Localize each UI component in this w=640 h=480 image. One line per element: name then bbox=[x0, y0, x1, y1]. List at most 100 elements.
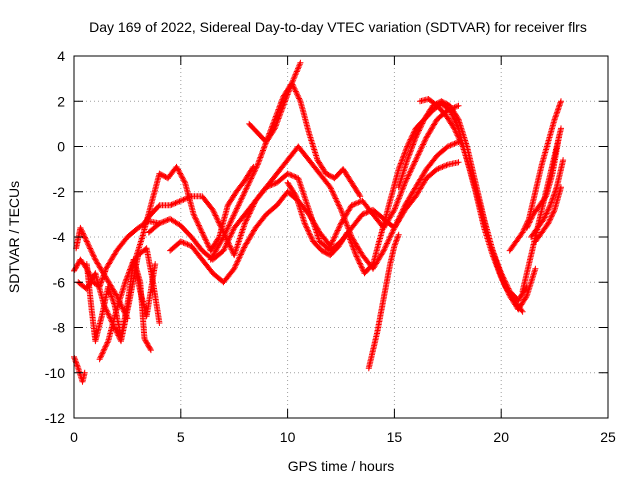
data-point bbox=[522, 290, 524, 292]
data-point bbox=[415, 127, 417, 129]
data-point bbox=[180, 200, 182, 202]
y-tick-label: -4 bbox=[53, 229, 66, 245]
data-point bbox=[158, 222, 160, 224]
data-point bbox=[154, 263, 156, 265]
data-point bbox=[389, 263, 391, 265]
data-point bbox=[141, 225, 143, 227]
data-point bbox=[560, 100, 562, 102]
data-point bbox=[351, 182, 353, 184]
data-point bbox=[355, 254, 357, 256]
data-point bbox=[415, 136, 417, 138]
data-point bbox=[319, 173, 321, 175]
data-point bbox=[398, 186, 400, 188]
data-point bbox=[385, 286, 387, 288]
data-point bbox=[223, 281, 225, 283]
data-point bbox=[515, 241, 517, 243]
data-point bbox=[77, 367, 79, 369]
data-point bbox=[381, 308, 383, 310]
data-point bbox=[537, 227, 539, 229]
data-point bbox=[528, 263, 530, 265]
data-point bbox=[543, 218, 545, 220]
data-point bbox=[372, 268, 374, 270]
data-point bbox=[334, 177, 336, 179]
data-point bbox=[244, 222, 246, 224]
data-point bbox=[551, 173, 553, 175]
data-point bbox=[351, 204, 353, 206]
x-tick-label: 5 bbox=[177, 429, 185, 445]
data-point bbox=[276, 173, 278, 175]
data-point bbox=[372, 213, 374, 215]
x-tick-label: 20 bbox=[493, 429, 509, 445]
data-point bbox=[522, 231, 524, 233]
data-point bbox=[212, 209, 214, 211]
data-point bbox=[86, 263, 88, 265]
data-point bbox=[105, 268, 107, 270]
data-point bbox=[363, 272, 365, 274]
data-point bbox=[265, 213, 267, 215]
data-point bbox=[94, 259, 96, 261]
data-point bbox=[389, 200, 391, 202]
data-point bbox=[513, 299, 515, 301]
data-point bbox=[522, 311, 524, 313]
data-point bbox=[210, 259, 212, 261]
data-point bbox=[428, 98, 430, 100]
data-point bbox=[304, 222, 306, 224]
data-point bbox=[233, 268, 235, 270]
data-point bbox=[558, 136, 560, 138]
data-point bbox=[554, 209, 556, 211]
data-point bbox=[562, 159, 564, 161]
data-point bbox=[361, 213, 363, 215]
data-point bbox=[541, 164, 543, 166]
data-point bbox=[75, 247, 77, 249]
data-point bbox=[148, 231, 150, 233]
data-point bbox=[218, 236, 220, 238]
data-point bbox=[297, 146, 299, 147]
data-point bbox=[425, 177, 427, 179]
data-point bbox=[233, 254, 235, 256]
data-point bbox=[126, 304, 128, 306]
data-point bbox=[235, 209, 237, 211]
data-point bbox=[120, 336, 122, 338]
data-point bbox=[530, 236, 532, 238]
data-points bbox=[71, 59, 567, 385]
data-point bbox=[116, 250, 118, 252]
data-point bbox=[404, 182, 406, 184]
data-point bbox=[193, 213, 195, 215]
data-point bbox=[466, 146, 468, 147]
data-point bbox=[319, 241, 321, 243]
data-point bbox=[447, 146, 449, 147]
data-point bbox=[351, 227, 353, 229]
data-point bbox=[406, 159, 408, 161]
data-point bbox=[526, 227, 528, 229]
data-point bbox=[150, 204, 152, 206]
data-point bbox=[233, 227, 235, 229]
data-point bbox=[329, 245, 331, 247]
data-point bbox=[526, 295, 528, 297]
data-point bbox=[169, 250, 171, 252]
data-point bbox=[143, 338, 145, 340]
data-point bbox=[404, 204, 406, 206]
data-point bbox=[94, 340, 96, 342]
y-axis-label: SDTVAR / TECUs bbox=[6, 181, 22, 293]
data-point bbox=[547, 222, 549, 224]
data-point bbox=[158, 173, 160, 175]
chart-title: Day 169 of 2022, Sidereal Day-to-day VTE… bbox=[89, 19, 587, 35]
data-point bbox=[146, 247, 148, 249]
data-point bbox=[372, 263, 374, 265]
data-point bbox=[376, 331, 378, 333]
data-point bbox=[255, 200, 257, 202]
data-point bbox=[169, 204, 171, 206]
series-arc-14 bbox=[365, 231, 402, 372]
data-point bbox=[99, 358, 101, 360]
data-point bbox=[167, 177, 169, 179]
data-point bbox=[158, 322, 160, 324]
data-point bbox=[133, 263, 135, 265]
data-point bbox=[107, 286, 109, 288]
data-point bbox=[248, 123, 250, 125]
data-point bbox=[534, 268, 536, 270]
x-tick-label: 10 bbox=[280, 429, 296, 445]
data-point bbox=[248, 182, 250, 184]
data-point bbox=[94, 272, 96, 274]
data-point bbox=[299, 62, 301, 64]
